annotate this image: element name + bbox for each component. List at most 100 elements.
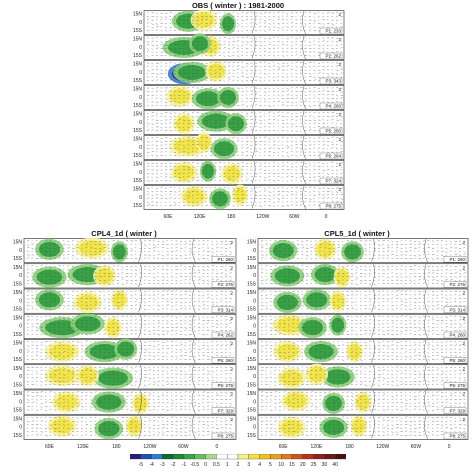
- lat-label: 15S: [247, 256, 257, 262]
- anomaly-shading: [113, 292, 126, 307]
- lon-label: 180: [112, 444, 121, 450]
- panel-title-cpl4: CPL4_1d ( winter ): [10, 229, 238, 238]
- anomaly-shading: [75, 316, 100, 331]
- anomaly-shading: [178, 65, 206, 80]
- period-tag: P3: 343: [325, 79, 341, 84]
- period-tag: P4: 260: [325, 104, 341, 109]
- anomaly-shading: [202, 164, 214, 179]
- period-tag: P2: 262: [325, 54, 341, 59]
- anomaly-shading: [39, 292, 60, 307]
- anomaly-shading: [174, 165, 194, 180]
- lat-label: 15S: [13, 433, 23, 439]
- anomaly-shading: [344, 244, 361, 259]
- lat-label: 15S: [133, 53, 143, 59]
- period-tag: P7: 324: [325, 179, 341, 184]
- period-tag: P1: 260: [449, 257, 465, 262]
- lat-label: 15N: [13, 391, 23, 397]
- period-tag: P3: 314: [217, 307, 233, 312]
- lon-label: 120W: [143, 444, 156, 450]
- period-tag: P8: 275: [217, 434, 233, 439]
- anomaly-shading: [49, 368, 74, 383]
- lat-label: 0: [19, 425, 22, 431]
- period-tag: P6: 264: [325, 154, 341, 159]
- lat-label: 15N: [13, 366, 23, 372]
- anomaly-shading: [79, 368, 96, 383]
- lon-label: 60W: [289, 214, 300, 220]
- anomaly-shading: [317, 242, 334, 257]
- anomaly-shading: [56, 395, 77, 410]
- anomaly-shading: [134, 396, 147, 411]
- lat-label: 0: [19, 273, 22, 279]
- lat-label: 15N: [13, 315, 23, 321]
- lat-label: 0: [19, 399, 22, 405]
- lat-label: 15N: [133, 37, 143, 43]
- lat-label: 0: [139, 195, 142, 201]
- lon-label: 60W: [178, 444, 189, 450]
- lat-label: 15S: [13, 281, 23, 287]
- lat-label: 15N: [133, 112, 143, 118]
- anomaly-shading: [192, 36, 208, 51]
- anomaly-shading: [96, 395, 121, 410]
- period-tag: P1: 233: [325, 29, 341, 34]
- lat-label: 0: [139, 70, 142, 76]
- lon-label: 0: [216, 444, 219, 450]
- lat-label: 15S: [133, 28, 143, 34]
- anomaly-shading: [208, 64, 224, 79]
- lon-label: 180: [227, 214, 236, 220]
- lat-label: 15S: [133, 128, 143, 134]
- lon-label: 120E: [194, 214, 206, 220]
- anomaly-shading: [49, 344, 74, 359]
- lat-label: 0: [139, 120, 142, 126]
- lat-label: 0: [139, 145, 142, 151]
- anomaly-shading: [39, 242, 60, 257]
- lat-label: 15N: [13, 416, 23, 422]
- anomaly-shading: [113, 244, 126, 259]
- lat-label: 15N: [13, 265, 23, 271]
- period-tag: P6: 276: [217, 383, 233, 388]
- lat-label: 15N: [133, 12, 143, 18]
- period-tag: P1: 260: [217, 257, 233, 262]
- lat-label: 0: [19, 324, 22, 330]
- anomaly-shading: [275, 268, 300, 283]
- lat-label: 15N: [13, 240, 23, 246]
- lon-label: 120W: [256, 214, 269, 220]
- lat-label: 15N: [247, 240, 257, 246]
- anomaly-shading: [196, 91, 220, 106]
- period-tag: P4: 262: [217, 333, 233, 338]
- lat-label: 15N: [133, 87, 143, 93]
- anomaly-shading: [128, 419, 141, 434]
- anomaly-shading: [194, 13, 214, 28]
- lat-label: 15N: [133, 62, 143, 68]
- lat-label: 15S: [13, 332, 23, 338]
- lon-label: 60E: [45, 444, 55, 450]
- lat-label: 15S: [13, 382, 23, 388]
- lon-label: 0: [325, 214, 328, 220]
- anomaly-shading: [184, 189, 204, 204]
- lat-label: 0: [19, 349, 22, 355]
- anomaly-shading: [212, 191, 228, 206]
- panel-title-cpl5: CPL5_1d ( winter ): [244, 229, 470, 238]
- anomaly-shading: [170, 89, 190, 104]
- lat-label: 0: [253, 248, 256, 254]
- panel-title-obs: OBS ( winter ) : 1981-2000: [130, 1, 346, 10]
- anomaly-shading: [52, 419, 73, 434]
- anomaly-shading: [198, 135, 210, 150]
- lat-label: 15N: [133, 137, 143, 143]
- period-tag: P2: 276: [217, 282, 233, 287]
- lat-label: 15S: [13, 408, 23, 414]
